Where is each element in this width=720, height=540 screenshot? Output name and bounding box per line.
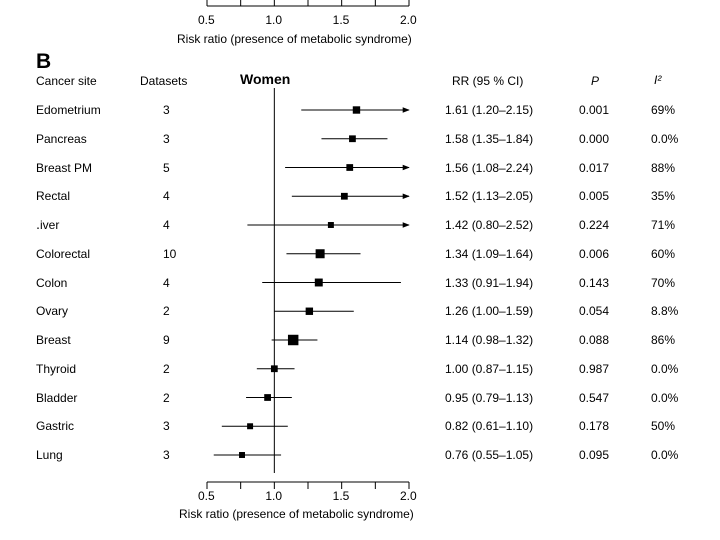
point-estimate bbox=[305, 307, 314, 315]
row-datasets-value: 4 bbox=[163, 218, 170, 232]
row-rr-ci-value: 1.33 (0.91–1.94) bbox=[445, 275, 534, 290]
row-p-value: 0.224 bbox=[579, 218, 610, 232]
row-datasets-value: 2 bbox=[163, 361, 170, 376]
row-rr-ci-value: 1.34 (1.09–1.64) bbox=[445, 246, 534, 261]
row-site-label: ․iver bbox=[36, 218, 60, 232]
row-rr-ci-value: 1.14 (0.98–1.32) bbox=[445, 333, 534, 347]
row-datasets-value: 3 bbox=[163, 131, 170, 146]
row-i2-value: 69% bbox=[651, 103, 676, 117]
point-estimate bbox=[315, 249, 325, 259]
point-estimate bbox=[349, 135, 356, 143]
row-rr-ci-value: 1.00 (0.87–1.15) bbox=[445, 361, 534, 376]
point-estimate bbox=[270, 365, 278, 373]
row-i2-value: 88% bbox=[651, 160, 676, 175]
point-estimate bbox=[247, 423, 254, 430]
point-estimate bbox=[264, 394, 271, 401]
row-site-label: Rectal bbox=[36, 189, 71, 204]
row-i2-value: 71% bbox=[651, 218, 676, 232]
row-rr-ci-value: 1.52 (1.13–2.05) bbox=[445, 189, 534, 204]
row-i2-value: 0.0% bbox=[651, 361, 679, 376]
row-i2-value: 0.0% bbox=[651, 131, 679, 146]
bottom-axis-tick-label: 1.0 bbox=[265, 489, 283, 503]
bottom-axis-tick-label: 1.5 bbox=[332, 489, 350, 503]
row-datasets-value: 2 bbox=[163, 390, 170, 405]
row-rr-ci-value: 0.95 (0.79–1.13) bbox=[445, 390, 534, 405]
row-datasets-value: 4 bbox=[163, 189, 170, 204]
row-p-value: 0.000 bbox=[579, 131, 610, 146]
group-title-women: Women bbox=[240, 71, 291, 87]
row-site-label: Bladder bbox=[36, 390, 78, 405]
row-p-value: 0.547 bbox=[579, 390, 610, 405]
row-rr-ci-value: 1.58 (1.35–1.84) bbox=[445, 131, 534, 146]
point-estimate bbox=[327, 222, 334, 228]
row-p-value: 0.001 bbox=[579, 103, 610, 117]
row-datasets-value: 3 bbox=[163, 448, 170, 462]
row-p-value: 0.017 bbox=[579, 160, 610, 175]
row-rr-ci-value: 1.56 (1.08–2.24) bbox=[445, 160, 534, 175]
point-estimate bbox=[346, 164, 354, 171]
row-datasets-value: 9 bbox=[163, 333, 170, 347]
row-datasets-value: 3 bbox=[163, 419, 170, 434]
row-site-label: Gastric bbox=[36, 419, 75, 434]
row-site-label: Pancreas bbox=[36, 131, 87, 146]
row-i2-value: 60% bbox=[651, 246, 676, 261]
row-datasets-value: 2 bbox=[163, 304, 170, 319]
row-site-label: Ovary bbox=[36, 304, 69, 319]
top-axis-tick-label: 1.5 bbox=[332, 13, 350, 27]
header-datasets: Datasets bbox=[140, 74, 188, 88]
point-estimate bbox=[287, 334, 299, 346]
row-rr-ci-value: 1.26 (1.00–1.59) bbox=[445, 304, 534, 319]
row-p-value: 0.095 bbox=[579, 448, 610, 462]
row-datasets-value: 5 bbox=[163, 160, 170, 175]
row-p-value: 0.005 bbox=[579, 189, 610, 204]
row-p-value: 0.054 bbox=[579, 304, 610, 319]
row-site-label: Breast PM bbox=[36, 160, 93, 175]
row-datasets-value: 3 bbox=[163, 103, 170, 117]
header-i-squared: I² bbox=[654, 73, 662, 87]
header-rr-ci: RR (95 % CI) bbox=[452, 74, 524, 88]
row-i2-value: 8.8% bbox=[651, 304, 679, 319]
header-cancer-site: Cancer site bbox=[36, 74, 97, 88]
row-site-label: Colon bbox=[36, 275, 68, 290]
row-p-value: 0.006 bbox=[579, 246, 610, 261]
row-site-label: Breast bbox=[36, 333, 71, 347]
point-estimate bbox=[239, 452, 245, 458]
point-estimate bbox=[314, 278, 323, 287]
panel-label: B bbox=[36, 50, 52, 73]
row-rr-ci-value: 1.42 (0.80–2.52) bbox=[445, 218, 534, 232]
row-p-value: 0.143 bbox=[579, 275, 610, 290]
row-i2-value: 0.0% bbox=[651, 448, 679, 462]
row-i2-value: 35% bbox=[651, 189, 676, 204]
row-rr-ci-value: 1.61 (1.20–2.15) bbox=[445, 103, 534, 117]
row-site-label: Colorectal bbox=[36, 246, 91, 261]
bottom-axis-tick-label: 2.0 bbox=[400, 489, 417, 503]
row-site-label: Lung bbox=[36, 448, 63, 462]
row-p-value: 0.088 bbox=[579, 333, 610, 347]
bottom-axis-xlabel: Risk ratio (presence of metabolic syndro… bbox=[179, 507, 414, 521]
row-i2-value: 50% bbox=[651, 419, 676, 434]
header-p-value: P bbox=[591, 74, 600, 88]
top-axis-tick-label: 2.0 bbox=[400, 13, 417, 27]
point-estimate bbox=[352, 106, 361, 114]
bottom-axis-tick-label: 0.5 bbox=[198, 489, 215, 503]
row-p-value: 0.178 bbox=[579, 419, 610, 434]
row-i2-value: 86% bbox=[651, 333, 676, 347]
row-datasets-value: 4 bbox=[163, 275, 170, 290]
row-site-label: Thyroid bbox=[36, 361, 77, 376]
row-datasets-value: 10 bbox=[163, 246, 177, 261]
point-estimate bbox=[340, 192, 348, 200]
row-rr-ci-value: 0.82 (0.61–1.10) bbox=[445, 419, 534, 434]
top-axis-tick-label: 0.5 bbox=[198, 13, 215, 27]
row-p-value: 0.987 bbox=[579, 361, 610, 376]
row-rr-ci-value: 0.76 (0.55–1.05) bbox=[445, 448, 534, 462]
row-i2-value: 70% bbox=[651, 275, 676, 290]
top-axis-tick-label: 1.0 bbox=[265, 13, 283, 27]
row-site-label: Edometrium bbox=[36, 103, 101, 117]
top-axis-xlabel: Risk ratio (presence of metabolic syndro… bbox=[177, 32, 412, 46]
row-i2-value: 0.0% bbox=[651, 390, 679, 405]
